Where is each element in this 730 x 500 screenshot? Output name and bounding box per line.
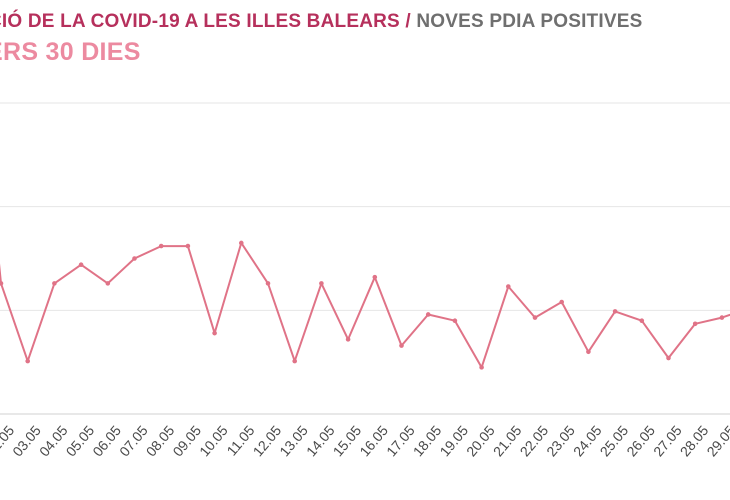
- x-tick-label: 03.05: [9, 422, 44, 459]
- chart-title-main: CIÓ DE LA COVID-19 A LES ILLES BALEARS: [0, 11, 400, 32]
- data-point-28.05: [692, 321, 698, 327]
- data-point-10.05: [212, 330, 217, 336]
- x-tick-label: 16.05: [356, 422, 391, 459]
- data-point-06.05: [105, 281, 111, 286]
- x-tick-label: 20.05: [463, 422, 498, 459]
- x-tick-label: 24.05: [570, 422, 605, 459]
- x-tick-label: 22.05: [516, 422, 551, 459]
- chart-title: CIÓ DE LA COVID-19 A LES ILLES BALEARS /…: [0, 11, 642, 33]
- data-point-15.05: [345, 337, 351, 342]
- x-tick-label: 25.05: [597, 422, 632, 459]
- x-tick-label: 15.05: [330, 422, 365, 459]
- data-point-26.05: [639, 318, 645, 324]
- data-point-09.05: [185, 243, 191, 249]
- x-tick-label: 21.05: [490, 422, 525, 459]
- x-tick-label: 29.05: [703, 422, 730, 459]
- x-tick-label: 05.05: [63, 422, 98, 459]
- x-tick-label: 14.05: [303, 422, 338, 459]
- data-point-16.05: [372, 274, 378, 280]
- x-tick-label: 09.05: [169, 422, 204, 459]
- data-point-21.05: [506, 284, 511, 289]
- data-point-18.05: [425, 312, 431, 317]
- x-tick-label: 19.05: [436, 422, 471, 459]
- x-tick-label: 23.05: [543, 422, 578, 459]
- series-line: [0, 241, 730, 369]
- data-point-05.05: [78, 262, 84, 268]
- data-point-08.05: [158, 243, 164, 249]
- x-axis-ticks: 02.0503.0504.0505.0506.0507.0508.0509.05…: [0, 422, 730, 459]
- x-tick-label: 11.05: [223, 422, 257, 458]
- chart-grid: [0, 102, 730, 415]
- data-point-11.05: [239, 240, 244, 246]
- data-point-14.05: [319, 281, 324, 286]
- data-point-17.05: [399, 343, 404, 348]
- data-point-27.05: [666, 355, 671, 361]
- x-tick-label: 08.05: [143, 422, 178, 459]
- data-point-13.05: [292, 358, 298, 364]
- chart-title-separator: /: [405, 11, 411, 32]
- data-point-03.05: [25, 358, 31, 364]
- data-point-12.05: [265, 281, 271, 286]
- chart-title-suffix: NOVES PDIA POSITIVES: [416, 11, 643, 32]
- series-points: [0, 240, 725, 370]
- x-tick-label: 18.05: [410, 422, 445, 459]
- data-point-29.05: [719, 315, 725, 320]
- x-tick-label: 12.05: [249, 422, 284, 459]
- x-tick-label: 06.05: [89, 422, 124, 459]
- data-point-20.05: [479, 365, 484, 370]
- x-tick-label: 27.05: [650, 422, 685, 459]
- data-point-25.05: [612, 309, 618, 314]
- data-point-22.05: [532, 315, 538, 320]
- data-point-19.05: [452, 318, 458, 324]
- x-tick-label: 17.05: [383, 422, 418, 459]
- x-tick-label: 10.05: [196, 422, 231, 459]
- x-tick-label: 28.05: [677, 422, 712, 459]
- data-point-23.05: [559, 299, 564, 305]
- x-tick-label: 07.05: [116, 422, 151, 459]
- x-tick-label: 04.05: [36, 422, 71, 459]
- data-point-02.05: [0, 281, 4, 286]
- x-tick-label: 26.05: [623, 422, 658, 459]
- data-point-24.05: [586, 349, 591, 355]
- data-point-04.05: [52, 281, 57, 286]
- data-point-07.05: [132, 256, 137, 261]
- x-tick-label: 13.05: [276, 422, 311, 459]
- chart-subtitle: ERS 30 DIES: [0, 38, 141, 66]
